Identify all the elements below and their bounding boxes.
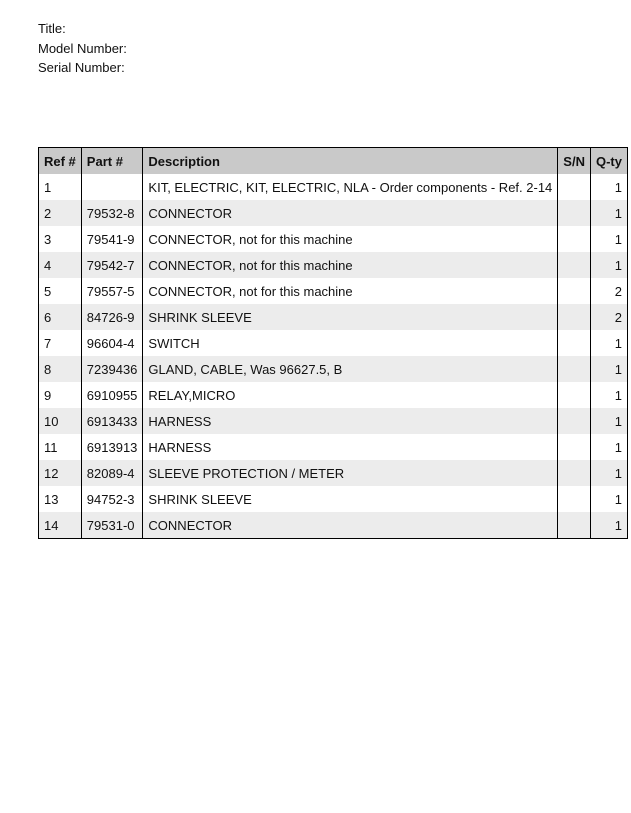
cell-ref: 12 xyxy=(38,460,82,486)
column-header-sn: S/N xyxy=(557,147,591,174)
cell-description: HARNESS xyxy=(142,408,559,434)
cell-description: SHRINK SLEEVE xyxy=(142,486,559,512)
cell-part-number: 6913913 xyxy=(80,434,144,460)
model-number-label: Model Number: xyxy=(38,40,127,56)
cell-description: CONNECTOR xyxy=(142,512,559,539)
cell-serial-number xyxy=(557,512,591,539)
cell-part-number: 79542-7 xyxy=(80,252,144,278)
cell-quantity: 1 xyxy=(589,434,628,460)
cell-quantity: 1 xyxy=(589,356,628,382)
cell-ref: 7 xyxy=(38,330,82,356)
cell-serial-number xyxy=(557,408,591,434)
table-row: 4 79542-7 CONNECTOR, not for this machine 1 xyxy=(38,252,628,278)
cell-quantity: 1 xyxy=(589,486,628,512)
column-header-ref: Ref # xyxy=(38,147,82,174)
column-header-qty: Q-ty xyxy=(589,147,628,174)
cell-description: KIT, ELECTRIC, KIT, ELECTRIC, NLA - Orde… xyxy=(142,174,559,200)
cell-part-number: 96604-4 xyxy=(80,330,144,356)
table-row: 10 6913433 HARNESS 1 xyxy=(38,408,628,434)
cell-part-number: 6913433 xyxy=(80,408,144,434)
cell-ref: 13 xyxy=(38,486,82,512)
serial-number-label: Serial Number: xyxy=(38,60,125,75)
cell-serial-number xyxy=(557,460,591,486)
cell-quantity: 1 xyxy=(589,174,628,200)
cell-serial-number xyxy=(557,278,591,304)
cell-part-number xyxy=(80,174,144,200)
cell-serial-number xyxy=(557,356,591,382)
cell-quantity: 1 xyxy=(589,382,628,408)
cell-ref: 5 xyxy=(38,278,82,304)
table-row: 7 96604-4 SWITCH 1 xyxy=(38,330,628,356)
cell-ref: 6 xyxy=(38,304,82,330)
cell-part-number: 79532-8 xyxy=(80,200,144,226)
cell-quantity: 1 xyxy=(589,200,628,226)
cell-part-number: 94752-3 xyxy=(80,486,144,512)
cell-serial-number xyxy=(557,226,591,252)
cell-ref: 4 xyxy=(38,252,82,278)
cell-description: CONNECTOR xyxy=(142,200,559,226)
table-row: 6 84726-9 SHRINK SLEEVE 2 xyxy=(38,304,628,330)
cell-ref: 8 xyxy=(38,356,82,382)
cell-serial-number xyxy=(557,382,591,408)
table-row: 11 6913913 HARNESS 1 xyxy=(38,434,628,460)
cell-part-number: 79557-5 xyxy=(80,278,144,304)
cell-serial-number xyxy=(557,330,591,356)
cell-quantity: 1 xyxy=(589,512,628,539)
table-row: 13 94752-3 SHRINK SLEEVE 1 xyxy=(38,486,628,512)
cell-description: CONNECTOR, not for this machine xyxy=(142,252,559,278)
table-row: 1 KIT, ELECTRIC, KIT, ELECTRIC, NLA - Ord… xyxy=(38,174,628,200)
cell-serial-number xyxy=(557,252,591,278)
cell-ref: 10 xyxy=(38,408,82,434)
cell-description: SWITCH xyxy=(142,330,559,356)
cell-quantity: 1 xyxy=(589,330,628,356)
cell-ref: 3 xyxy=(38,226,82,252)
cell-serial-number xyxy=(557,174,591,200)
table-row: 2 79532-8 CONNECTOR 1 xyxy=(38,200,628,226)
cell-description: SHRINK SLEEVE xyxy=(142,304,559,330)
parts-table: Ref # Part # Description S/N Q-ty 1 KIT, … xyxy=(38,147,628,539)
cell-quantity: 1 xyxy=(589,252,628,278)
cell-ref: 11 xyxy=(38,434,82,460)
cell-serial-number xyxy=(557,304,591,330)
table-row: 5 79557-5 CONNECTOR, not for this machine 2 xyxy=(38,278,628,304)
cell-ref: 9 xyxy=(38,382,82,408)
column-header-description: Description xyxy=(142,147,559,174)
cell-part-number: 84726-9 xyxy=(80,304,144,330)
cell-quantity: 1 xyxy=(589,460,628,486)
cell-ref: 2 xyxy=(38,200,82,226)
table-row: 14 79531-0 CONNECTOR 1 xyxy=(38,512,628,539)
cell-serial-number xyxy=(557,200,591,226)
cell-part-number: 7239436 xyxy=(80,356,144,382)
cell-part-number: 79531-0 xyxy=(80,512,144,539)
cell-part-number: 79541-9 xyxy=(80,226,144,252)
cell-serial-number xyxy=(557,486,591,512)
table-header-row: Ref # Part # Description S/N Q-ty xyxy=(38,147,628,174)
cell-part-number: 6910955 xyxy=(80,382,144,408)
cell-ref: 1 xyxy=(38,174,82,200)
cell-quantity: 1 xyxy=(589,226,628,252)
cell-ref: 14 xyxy=(38,512,82,539)
table-row: 8 7239436 GLAND, CABLE, Was 96627.5, B 1 xyxy=(38,356,628,382)
cell-description: SLEEVE PROTECTION / METER xyxy=(142,460,559,486)
title-label: Title: xyxy=(38,21,66,36)
column-header-part: Part # xyxy=(80,147,144,174)
cell-quantity: 2 xyxy=(589,278,628,304)
table-row: 9 6910955 RELAY,MICRO 1 xyxy=(38,382,628,408)
cell-part-number: 82089-4 xyxy=(80,460,144,486)
cell-quantity: 1 xyxy=(589,408,628,434)
cell-description: GLAND, CABLE, Was 96627.5, B xyxy=(142,356,559,382)
table-row: 12 82089-4 SLEEVE PROTECTION / METER 1 xyxy=(38,460,628,486)
cell-description: HARNESS xyxy=(142,434,559,460)
cell-serial-number xyxy=(557,434,591,460)
cell-description: CONNECTOR, not for this machine xyxy=(142,226,559,252)
cell-quantity: 2 xyxy=(589,304,628,330)
cell-description: RELAY,MICRO xyxy=(142,382,559,408)
table-row: 3 79541-9 CONNECTOR, not for this machine 1 xyxy=(38,226,628,252)
document-header: Title: Model Number: Serial Number: xyxy=(38,19,127,78)
cell-description: CONNECTOR, not for this machine xyxy=(142,278,559,304)
